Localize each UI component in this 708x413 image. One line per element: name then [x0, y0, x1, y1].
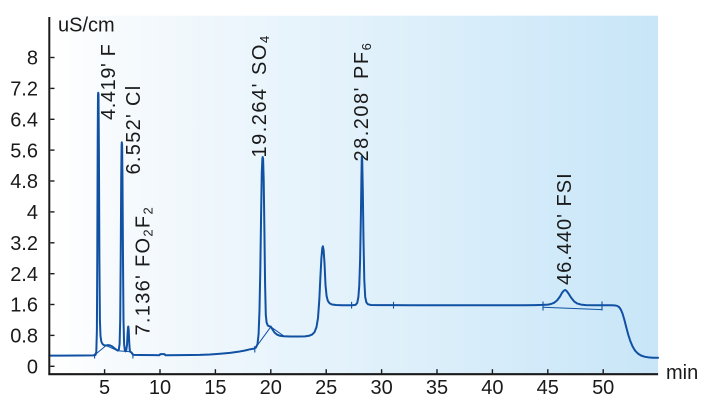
svg-text:25: 25: [315, 377, 337, 399]
svg-text:46.440' FSI: 46.440' FSI: [554, 172, 576, 285]
svg-text:1.6: 1.6: [10, 295, 38, 317]
svg-text:28.208' PF6: 28.208' PF6: [351, 42, 374, 162]
svg-text:2.4: 2.4: [10, 264, 38, 286]
svg-text:10: 10: [149, 377, 171, 399]
svg-text:5: 5: [99, 377, 110, 399]
svg-text:uS/cm: uS/cm: [58, 15, 115, 37]
svg-text:4.419' F: 4.419' F: [98, 44, 120, 120]
svg-text:35: 35: [426, 377, 448, 399]
svg-text:3.2: 3.2: [10, 233, 38, 255]
svg-text:6.552' Cl: 6.552' Cl: [123, 84, 145, 174]
svg-text:4: 4: [27, 202, 38, 224]
svg-text:min: min: [666, 362, 698, 384]
svg-text:15: 15: [204, 377, 226, 399]
svg-text:7.2: 7.2: [10, 79, 38, 101]
svg-text:6.4: 6.4: [10, 110, 38, 132]
svg-text:4.8: 4.8: [10, 171, 38, 193]
svg-text:50: 50: [592, 377, 614, 399]
svg-text:0: 0: [27, 357, 38, 379]
svg-text:30: 30: [370, 377, 392, 399]
svg-text:8: 8: [27, 48, 38, 70]
svg-text:0.8: 0.8: [10, 326, 38, 348]
svg-text:19.264' SO4: 19.264' SO4: [249, 34, 272, 157]
svg-text:45: 45: [537, 377, 559, 399]
svg-text:7.136' FO2F2: 7.136' FO2F2: [133, 206, 156, 336]
svg-text:5.6: 5.6: [10, 140, 38, 162]
svg-text:20: 20: [260, 377, 282, 399]
svg-text:40: 40: [481, 377, 503, 399]
